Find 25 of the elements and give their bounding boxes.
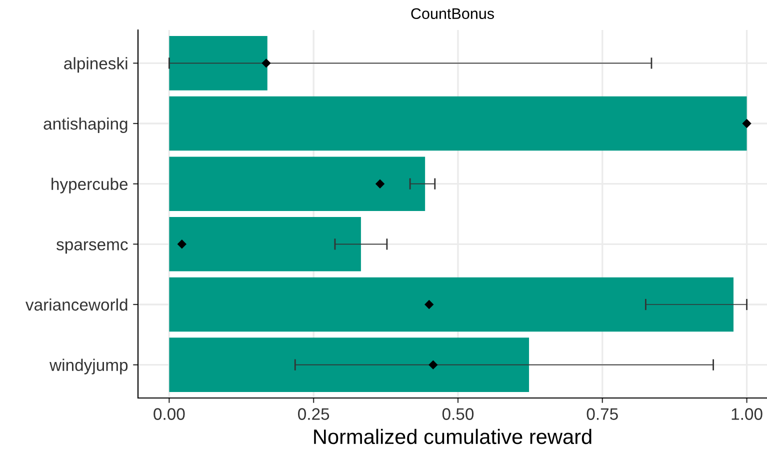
point	[375, 179, 385, 188]
y-tick-label: antishaping	[44, 117, 128, 134]
x-axis-title: Normalized cumulative reward	[314, 428, 592, 444]
x-tick-label: 0.75	[586, 408, 618, 420]
bar	[169, 96, 747, 151]
point	[424, 300, 434, 310]
y-tick-label: varianceworld	[26, 298, 128, 311]
point	[428, 360, 438, 370]
point	[177, 240, 187, 249]
bar	[169, 277, 734, 332]
y-tick-label: alpineski	[64, 57, 128, 73]
y-tick-label: windyjump	[50, 358, 128, 374]
bar	[169, 36, 268, 90]
bar	[169, 156, 426, 211]
x-tick-label: 0.25	[298, 408, 330, 420]
x-tick-label: 1.00	[732, 408, 762, 420]
bar	[169, 217, 361, 272]
x-tick-label: 0.50	[442, 408, 474, 420]
x-tick-label: 0.00	[154, 408, 185, 420]
chart-title: CountBonus	[411, 8, 494, 20]
point	[262, 58, 271, 68]
point	[742, 118, 752, 128]
y-tick-label: sparsemc	[56, 241, 128, 254]
bar	[169, 338, 530, 392]
y-tick-label: hypercube	[52, 178, 128, 194]
